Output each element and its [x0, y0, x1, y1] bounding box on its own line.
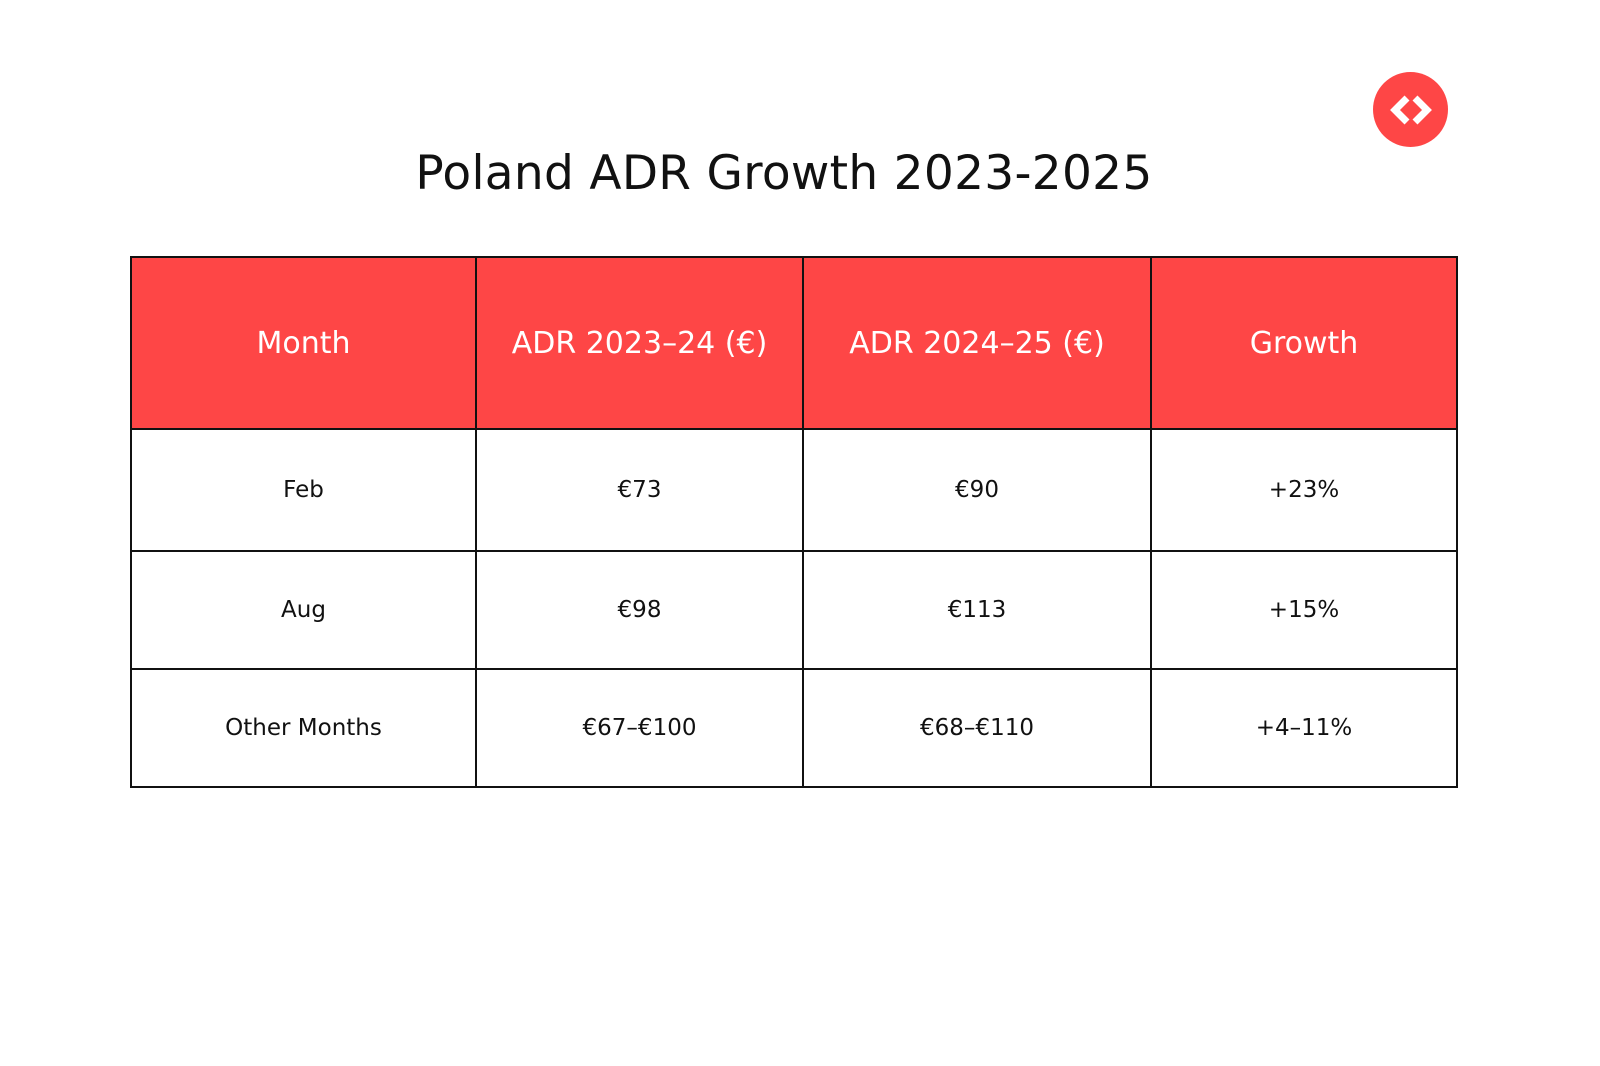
column-header-adr-2023-24: ADR 2023–24 (€): [475, 256, 804, 430]
cell-growth: +23%: [1150, 428, 1458, 552]
adr-table: Month ADR 2023–24 (€) ADR 2024–25 (€) Gr…: [130, 256, 1458, 788]
table-row: Other Months €67–€100 €68–€110 +4–11%: [130, 668, 1458, 788]
cell-month: Other Months: [130, 668, 477, 788]
table-row: Aug €98 €113 +15%: [130, 550, 1458, 670]
column-header-adr-2024-25: ADR 2024–25 (€): [802, 256, 1152, 430]
code-brackets-icon: [1389, 95, 1432, 124]
page-title: Poland ADR Growth 2023-2025: [415, 146, 1153, 201]
cell-adr-2024-25: €68–€110: [802, 668, 1152, 788]
brand-logo: [1373, 72, 1448, 147]
cell-growth: +15%: [1150, 550, 1458, 670]
table-header-row: Month ADR 2023–24 (€) ADR 2024–25 (€) Gr…: [130, 256, 1458, 430]
cell-adr-2024-25: €113: [802, 550, 1152, 670]
column-header-month: Month: [130, 256, 477, 430]
cell-growth: +4–11%: [1150, 668, 1458, 788]
table-row: Feb €73 €90 +23%: [130, 428, 1458, 552]
cell-adr-2023-24: €98: [475, 550, 804, 670]
cell-adr-2023-24: €73: [475, 428, 804, 552]
cell-adr-2024-25: €90: [802, 428, 1152, 552]
column-header-growth: Growth: [1150, 256, 1458, 430]
cell-month: Feb: [130, 428, 477, 552]
cell-adr-2023-24: €67–€100: [475, 668, 804, 788]
cell-month: Aug: [130, 550, 477, 670]
